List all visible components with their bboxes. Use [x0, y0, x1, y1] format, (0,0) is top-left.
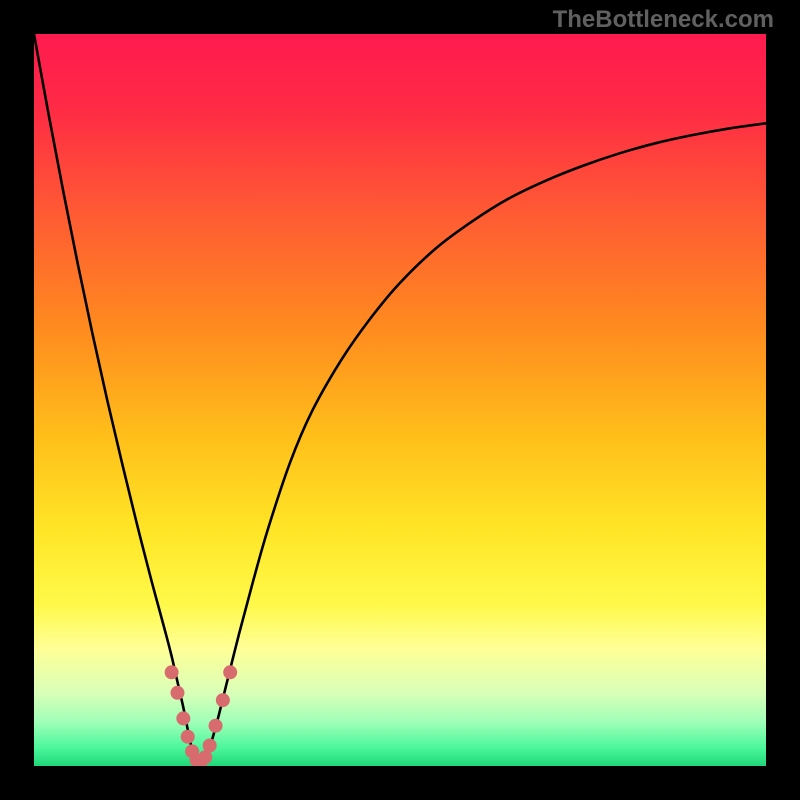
chart-svg: [34, 34, 766, 766]
plot-area: [34, 34, 766, 766]
marker-point: [209, 719, 222, 732]
chart-outer-frame: TheBottleneck.com: [0, 0, 800, 800]
marker-point: [171, 686, 184, 699]
marker-point: [181, 730, 194, 743]
watermark-label: TheBottleneck.com: [553, 6, 774, 34]
marker-point: [165, 666, 178, 679]
marker-point: [224, 666, 237, 679]
marker-point: [177, 712, 190, 725]
marker-point: [199, 751, 212, 764]
marker-point: [216, 694, 229, 707]
marker-point: [203, 739, 216, 752]
